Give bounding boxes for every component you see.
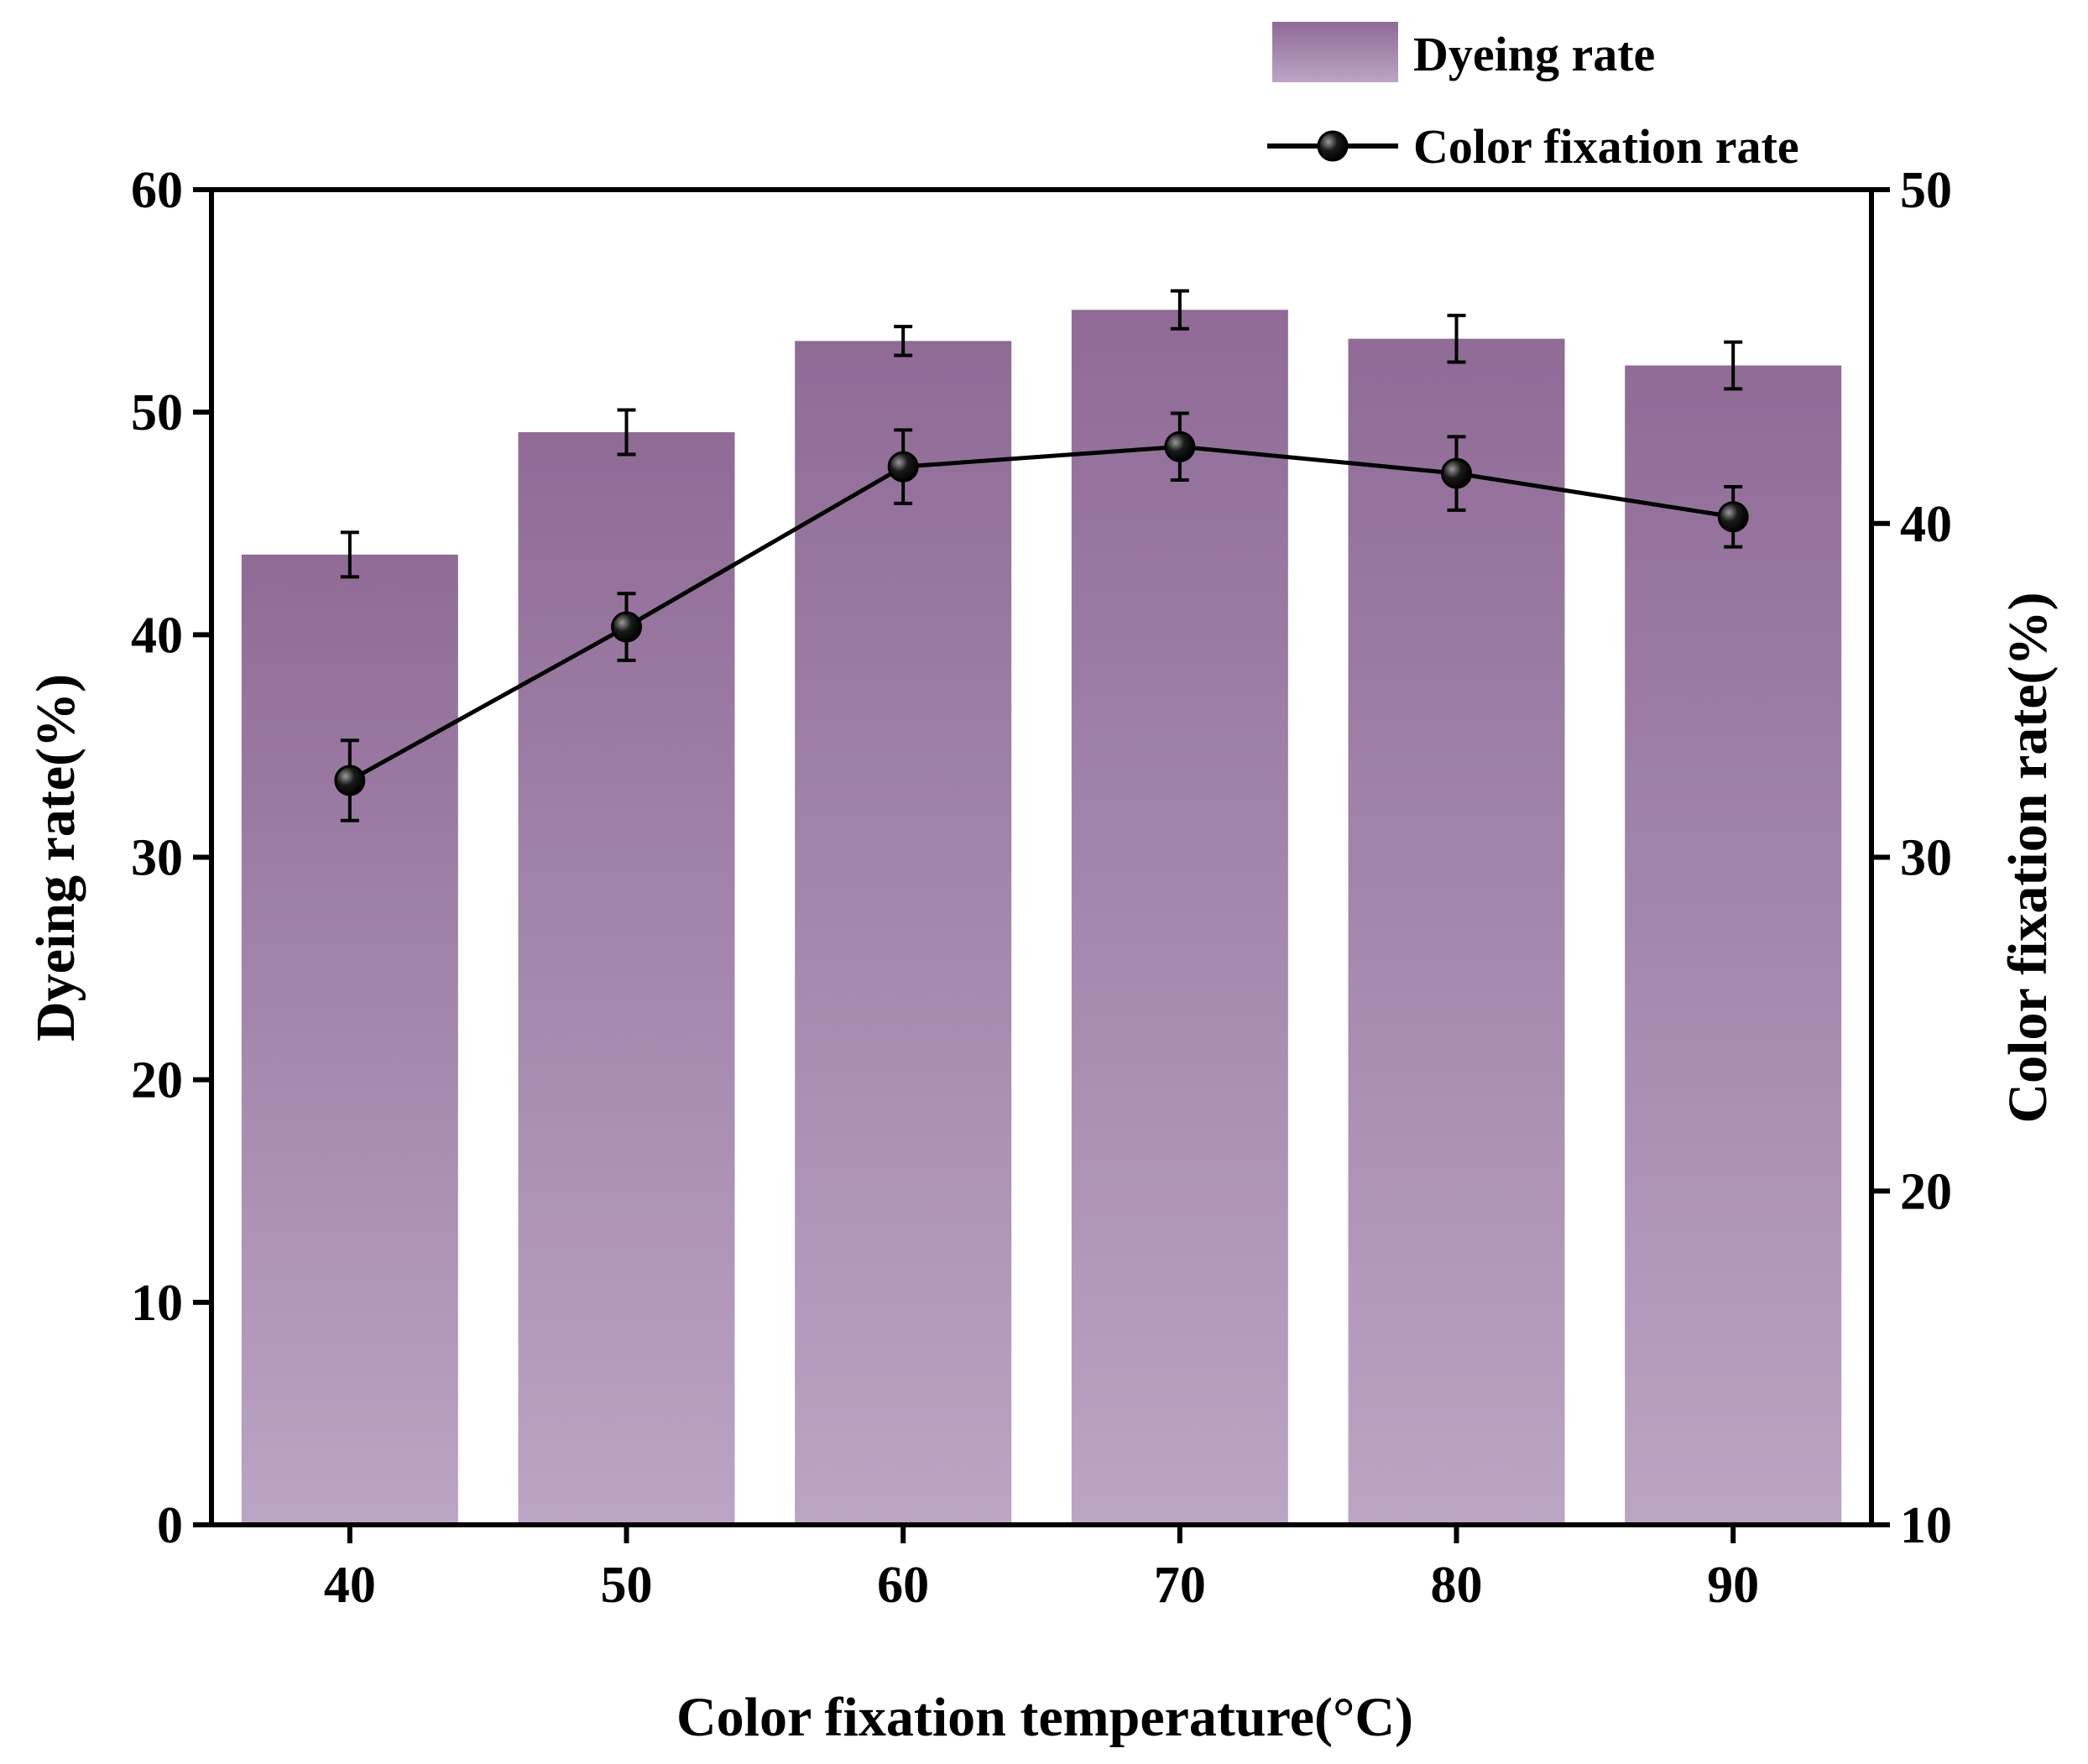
errorbar-dyeing-rate-90	[1724, 340, 1743, 391]
bar-dyeing-rate-90	[1625, 365, 1842, 1525]
errorbar-dyeing-rate-40	[340, 530, 359, 579]
right-axis-ticks: 10 20 30 40 50	[1871, 162, 1952, 1554]
y-right-tick-label: 40	[1900, 496, 1952, 553]
y-left-tick-label: 20	[131, 1052, 183, 1109]
x-tick-label: 40	[324, 1557, 376, 1614]
y-axis-right-title: Color fixation rate(%)	[1997, 592, 2059, 1124]
bar-dyeing-rate-80	[1348, 338, 1565, 1526]
x-axis-title: Color fixation temperature(°C)	[676, 1687, 1413, 1748]
errorbar-dyeing-rate-50	[617, 408, 636, 457]
errorbar-dyeing-rate-60	[894, 325, 913, 357]
point-color-fixation-rate-50	[611, 611, 642, 643]
legend-label-dyeing-rate: Dyeing rate	[1413, 27, 1655, 81]
legend-line-marker	[1317, 130, 1349, 162]
legend-bar-swatch	[1272, 22, 1398, 82]
bars-layer	[241, 310, 1842, 1526]
bar-dyeing-rate-40	[241, 554, 458, 1526]
bar-dyeing-rate-60	[795, 341, 1012, 1525]
y-axis-left-title: Dyeing rate(%)	[25, 674, 86, 1041]
x-tick-label: 60	[877, 1557, 929, 1614]
y-left-tick-label: 10	[131, 1275, 183, 1332]
line-color-fixation-rate	[348, 444, 1734, 783]
legend-label-color-fixation-rate: Color fixation rate	[1413, 119, 1799, 174]
x-tick-label: 80	[1431, 1557, 1483, 1614]
point-color-fixation-rate-80	[1441, 457, 1472, 489]
legend: Dyeing rate Color fixation rate	[1267, 22, 1799, 174]
y-right-tick-label: 50	[1900, 162, 1952, 219]
y-right-tick-label: 10	[1900, 1497, 1952, 1554]
point-color-fixation-rate-40	[334, 765, 366, 796]
x-tick-label: 50	[601, 1557, 653, 1614]
x-axis-ticks: 40 50 60 70 80 90	[324, 1525, 1759, 1614]
y-left-tick-label: 30	[131, 830, 183, 887]
point-color-fixation-rate-90	[1717, 501, 1749, 533]
plot-frame	[209, 187, 1874, 1527]
left-axis-ticks: 0 10 20 30 40 50 60	[131, 162, 211, 1554]
y-left-tick-label: 0	[157, 1497, 183, 1554]
y-right-tick-label: 30	[1900, 830, 1952, 887]
point-color-fixation-rate-60	[887, 451, 919, 483]
errorbar-dyeing-rate-70	[1170, 289, 1189, 331]
line-layer	[334, 411, 1749, 822]
x-tick-label: 70	[1154, 1557, 1206, 1614]
errorbar-dyeing-rate-80	[1447, 313, 1466, 364]
point-color-fixation-rate-70	[1164, 431, 1196, 462]
y-left-tick-label: 60	[131, 162, 183, 219]
y-left-tick-label: 40	[131, 607, 183, 664]
bar-errors-layer	[340, 289, 1743, 579]
x-tick-label: 90	[1707, 1557, 1759, 1614]
y-left-tick-label: 50	[131, 384, 183, 441]
bar-dyeing-rate-70	[1071, 310, 1288, 1526]
y-right-tick-label: 20	[1900, 1163, 1952, 1220]
